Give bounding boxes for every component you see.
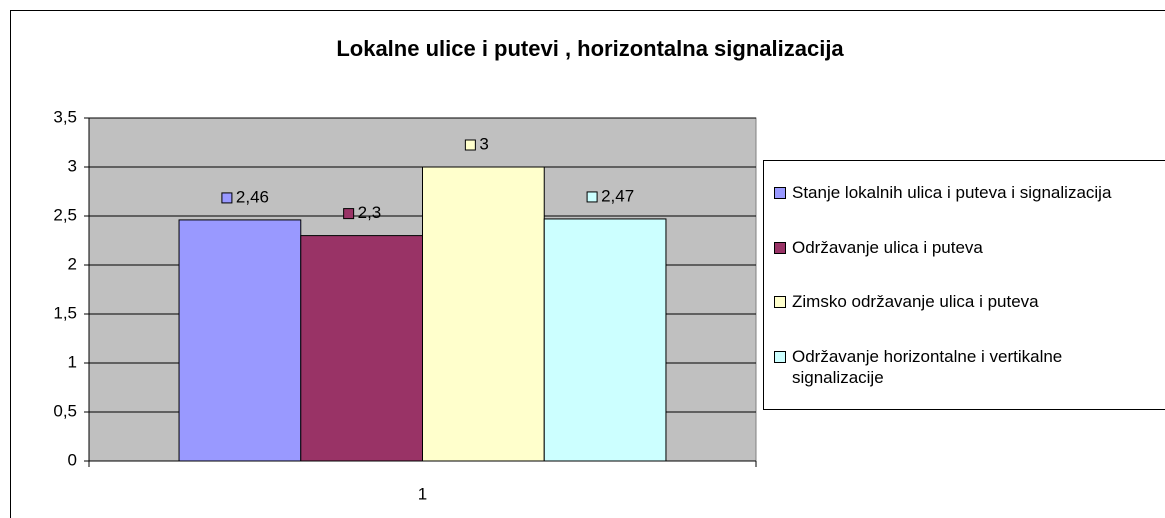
y-tick-label: 0,5 xyxy=(53,401,77,420)
legend-entry: Stanje lokalnih ulica i puteva i signali… xyxy=(774,182,1165,203)
legend-label: Održavanje horizontalne i vertikalne sig… xyxy=(792,347,1063,388)
bar xyxy=(422,166,545,462)
x-tick-label: 1 xyxy=(418,484,427,503)
legend-key xyxy=(774,351,786,364)
data-label: 2,47 xyxy=(601,186,634,205)
legend-entry: Zimsko održavanje ulica i puteva xyxy=(774,291,1165,312)
legend: Stanje lokalnih ulica i puteva i signali… xyxy=(763,160,1165,410)
y-tick-label: 0 xyxy=(68,450,77,469)
legend-label: Stanje lokalnih ulica i puteva i signali… xyxy=(792,182,1112,202)
y-tick-label: 3 xyxy=(68,156,77,175)
data-label-key xyxy=(221,192,233,204)
legend-label: Zimsko održavanje ulica i puteva xyxy=(792,292,1039,312)
bar xyxy=(178,219,302,462)
y-tick-label: 3,5 xyxy=(53,107,77,126)
y-tick-label: 2,5 xyxy=(53,205,77,224)
y-tick-label: 2 xyxy=(68,254,77,273)
legend-label: Održavanje ulica i puteva xyxy=(792,237,983,257)
legend-key xyxy=(774,186,786,199)
legend-key xyxy=(774,296,786,309)
data-label-key xyxy=(586,191,598,203)
legend-entry: Održavanje ulica i puteva xyxy=(774,237,1165,258)
bar xyxy=(543,218,667,462)
data-label-key xyxy=(464,139,476,151)
chart-title: Lokalne ulice i putevi , horizontalna si… xyxy=(336,36,844,61)
y-tick-label: 1,5 xyxy=(53,303,77,322)
data-label: 2,46 xyxy=(236,187,269,206)
legend-key xyxy=(774,241,786,254)
legend-entry: Održavanje horizontalne i vertikalne sig… xyxy=(774,346,1165,388)
data-label-key xyxy=(343,208,355,220)
y-tick-label: 1 xyxy=(68,352,77,371)
data-label: 2,3 xyxy=(358,203,382,222)
data-label: 3 xyxy=(479,134,488,153)
bar xyxy=(300,235,423,462)
